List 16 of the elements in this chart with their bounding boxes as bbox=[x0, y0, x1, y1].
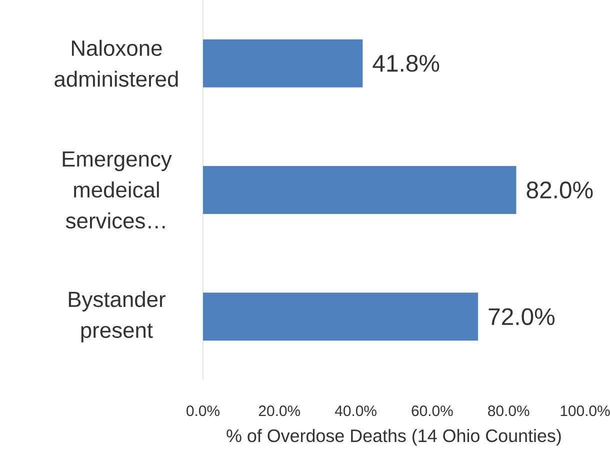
y-tick-label: Naloxone administered bbox=[54, 40, 178, 87]
bar bbox=[203, 292, 478, 341]
bar bbox=[203, 39, 363, 88]
x-tick-label: 100.0% bbox=[560, 406, 610, 416]
data-label: 41.8% bbox=[372, 54, 440, 72]
x-tick-label: 20.0% bbox=[258, 406, 300, 416]
bar bbox=[203, 166, 516, 214]
x-tick-label: 60.0% bbox=[412, 406, 453, 416]
x-axis-title: % of Overdose Deaths (14 Ohio Counties) bbox=[226, 428, 561, 446]
data-label: 82.0% bbox=[526, 182, 593, 198]
y-tick-label: Bystander present bbox=[68, 291, 166, 342]
data-label: 72.0% bbox=[488, 308, 554, 326]
x-tick-label: 80.0% bbox=[488, 406, 530, 416]
y-tick-label: Emergency medeical services… bbox=[62, 151, 172, 229]
x-tick-label: 0.0% bbox=[186, 406, 220, 416]
x-tick-label: 40.0% bbox=[334, 406, 376, 416]
